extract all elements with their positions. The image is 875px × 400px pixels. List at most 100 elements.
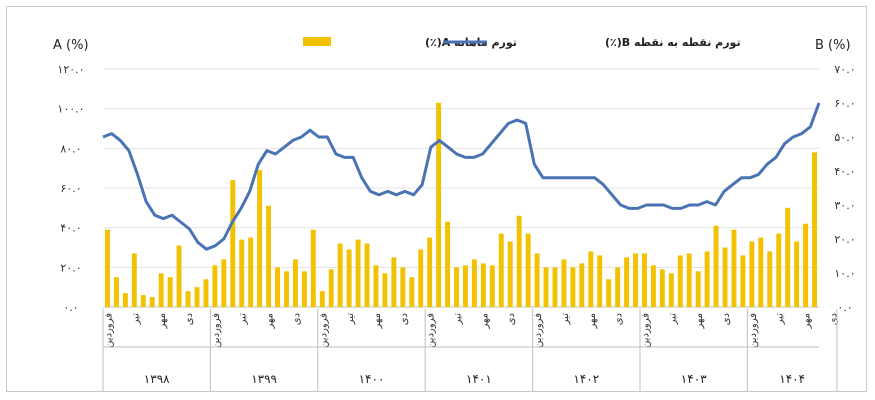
bar <box>758 237 764 307</box>
bar <box>409 277 415 307</box>
bar <box>570 267 576 307</box>
bar <box>310 229 316 307</box>
right-axis-title: B (%) <box>815 38 851 53</box>
bar <box>463 265 468 307</box>
month-label: مهر <box>587 313 598 329</box>
bar <box>105 229 110 307</box>
month-label: دی <box>828 313 839 325</box>
month-label: فروردین <box>211 313 222 348</box>
right-axis-ticks: ۰.۰ ۱۰.۰ ۲۰.۰ ۳۰.۰ ۴۰.۰ ۵۰.۰ ۶۰.۰ ۷۰.۰ <box>834 63 855 314</box>
bar <box>633 253 638 307</box>
bar <box>471 259 477 307</box>
month-label: تیر <box>238 313 249 326</box>
bar <box>346 249 352 307</box>
bar <box>131 253 137 307</box>
bar <box>749 241 755 307</box>
bar <box>301 271 307 307</box>
bar <box>167 277 173 307</box>
bar <box>615 267 621 307</box>
bar <box>579 263 585 307</box>
bar <box>140 295 146 307</box>
right-tick-label: ۴۰.۰ <box>834 165 855 178</box>
bar <box>149 297 155 307</box>
year-label: ۱۴۰۰ <box>359 372 385 386</box>
bar <box>176 245 182 307</box>
month-label: فروردین <box>318 313 329 348</box>
bar <box>203 279 209 307</box>
bar <box>534 253 540 307</box>
bar <box>489 265 495 307</box>
right-tick-label: ۰.۰ <box>837 301 852 314</box>
bar <box>794 241 800 307</box>
year-label: ۱۴۰۱ <box>466 372 492 386</box>
bar <box>597 255 603 307</box>
month-label: مهر <box>479 313 490 329</box>
bar <box>257 170 263 307</box>
bar <box>454 267 459 307</box>
bar <box>418 249 424 307</box>
bar <box>400 267 406 307</box>
month-label: دی <box>291 313 302 325</box>
bar <box>803 223 809 307</box>
bar <box>731 229 737 307</box>
gridlines <box>103 68 819 308</box>
month-label: تیر <box>667 313 678 326</box>
bar <box>552 267 558 307</box>
bar <box>516 215 522 307</box>
bar <box>722 247 728 307</box>
chart-frame: ۰.۰ ۲۰.۰ ۴۰.۰ ۶۰.۰ ۸۰.۰ ۱۰۰.۰ ۱۲۰.۰ ۰.۰ ۱۰.۰ ۲۰.… <box>6 6 867 392</box>
x-month-labels: فروردین تیر مهر دی فروردین تیر مهر دی فروردین تیر… <box>103 313 839 348</box>
right-tick-label: ۷۰.۰ <box>834 63 855 76</box>
bar <box>650 265 656 307</box>
bar <box>113 277 119 307</box>
month-label: دی <box>399 313 410 325</box>
bar <box>328 269 334 307</box>
bar <box>391 257 397 307</box>
right-tick-label: ۳۰.۰ <box>834 199 855 212</box>
bar <box>436 102 442 307</box>
month-label: فروردین <box>103 313 114 348</box>
bar <box>767 251 773 307</box>
bar-series-monthly-inflation <box>105 102 817 307</box>
month-label: تیر <box>130 313 141 326</box>
series-line <box>102 102 821 251</box>
month-label: دی <box>184 313 195 325</box>
bar <box>498 233 504 307</box>
bar <box>194 287 200 307</box>
bar <box>695 271 701 307</box>
month-label: مهر <box>694 313 705 329</box>
month-label: مهر <box>265 313 276 329</box>
left-tick-label: ۰.۰ <box>63 301 78 314</box>
bar <box>606 279 612 307</box>
bar <box>122 293 128 307</box>
month-label: تیر <box>345 313 356 326</box>
bar <box>212 265 218 307</box>
month-label: فروردین <box>533 313 544 348</box>
bar <box>561 259 567 307</box>
bar <box>525 233 531 307</box>
year-label: ۱۴۰۴ <box>779 372 805 386</box>
bar <box>248 237 254 307</box>
bar <box>266 205 272 307</box>
left-tick-label: ۱۲۰.۰ <box>57 63 84 76</box>
month-label: دی <box>614 313 625 325</box>
month-label: تیر <box>560 313 571 326</box>
bar <box>507 241 513 307</box>
year-label: ۱۳۹۸ <box>144 372 170 386</box>
bar <box>659 269 665 307</box>
left-tick-label: ۱۰۰.۰ <box>57 103 84 116</box>
bar <box>740 255 746 307</box>
bar <box>221 259 227 307</box>
bar <box>337 243 343 307</box>
left-tick-label: ۲۰.۰ <box>60 261 81 274</box>
bar <box>543 267 549 307</box>
bar <box>668 273 674 307</box>
bar <box>292 259 298 307</box>
year-label: ۱۴۰۲ <box>573 372 599 386</box>
bar <box>812 152 817 307</box>
month-label: دی <box>721 313 732 325</box>
right-tick-label: ۶۰.۰ <box>834 97 855 110</box>
legend: تورم ماهانه A(٪) تورم نقطه به نقطه B(٪) <box>303 36 741 49</box>
left-axis-ticks: ۰.۰ ۲۰.۰ ۴۰.۰ ۶۰.۰ ۸۰.۰ ۱۰۰.۰ ۱۲۰.۰ <box>57 63 84 314</box>
legend-line-label: تورم نقطه به نقطه B(٪) <box>605 36 741 49</box>
